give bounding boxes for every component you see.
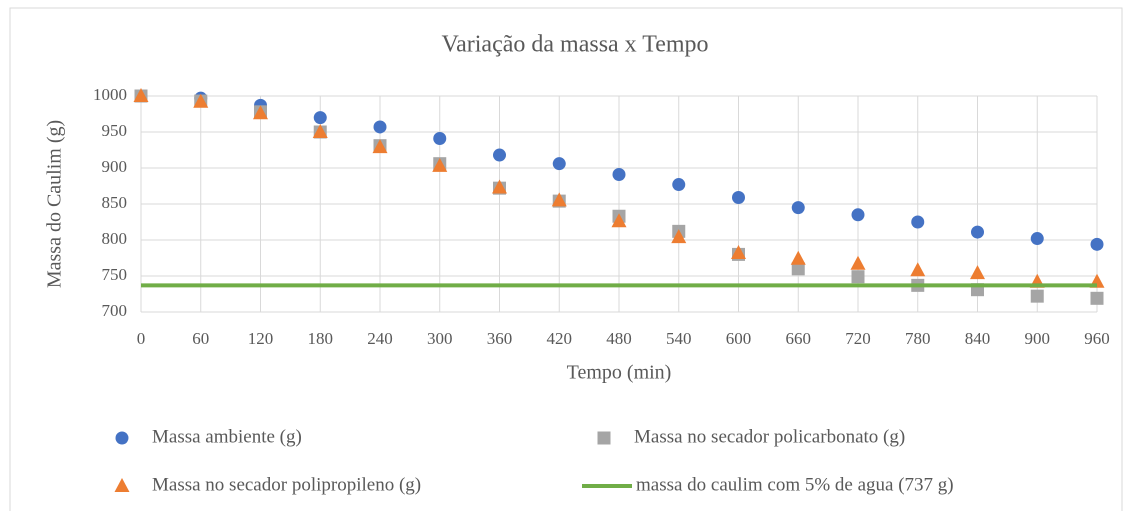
data-point	[1090, 237, 1104, 251]
x-axis-title: Tempo (min)	[567, 362, 672, 384]
data-point	[671, 229, 687, 244]
x-tick-label: 600	[726, 329, 752, 348]
data-point	[493, 148, 506, 162]
data-point	[612, 167, 626, 181]
data-point	[970, 265, 985, 280]
y-tick-label: 850	[102, 193, 128, 212]
data-point	[731, 244, 746, 259]
data-point	[791, 201, 805, 215]
x-tick-label: 60	[192, 329, 209, 348]
y-tick-label: 800	[102, 229, 128, 248]
legend-swatch	[115, 431, 129, 445]
legend-label: massa do caulim com 5% de agua (737 g)	[636, 474, 954, 495]
data-point	[910, 262, 926, 277]
data-point	[911, 215, 925, 229]
data-point	[433, 131, 447, 145]
x-tick-label: 240	[367, 329, 393, 348]
x-tick-label: 360	[487, 329, 513, 348]
x-tick-label: 900	[1025, 329, 1051, 348]
x-tick-label: 960	[1084, 329, 1110, 348]
data-point	[552, 157, 566, 171]
data-point	[791, 262, 805, 276]
x-tick-label: 0	[137, 329, 146, 348]
data-point	[492, 179, 507, 194]
data-point	[193, 93, 209, 108]
x-tick-label: 300	[427, 329, 453, 348]
x-tick-label: 480	[606, 329, 632, 348]
chart-title: Variação da massa x Tempo	[441, 32, 708, 58]
legend-label: Massa no secador policarbonato (g)	[634, 426, 905, 447]
x-tick-label: 660	[786, 329, 812, 348]
legend-label: Massa ambiente (g)	[152, 426, 302, 447]
x-tick-label: 720	[845, 329, 871, 348]
x-tick-label: 540	[666, 329, 692, 348]
data-point	[133, 88, 149, 102]
data-point	[1030, 289, 1044, 303]
data-point	[253, 105, 268, 120]
data-point	[372, 139, 388, 154]
y-tick-label: 1000	[93, 85, 127, 104]
legend-label: Massa no secador polipropileno (g)	[152, 474, 421, 495]
y-axis-title: Massa do Caulim (g)	[44, 120, 66, 288]
legend-swatch	[114, 478, 130, 492]
y-tick-label: 700	[102, 301, 128, 320]
data-point	[1090, 291, 1104, 305]
data-point	[971, 225, 984, 239]
data-point	[312, 124, 328, 138]
data-point	[611, 213, 627, 228]
x-tick-label: 780	[905, 329, 931, 348]
legend-swatch	[597, 431, 611, 445]
x-tick-label: 420	[547, 329, 573, 348]
data-point	[851, 208, 865, 222]
data-point	[1030, 232, 1044, 246]
data-point	[851, 270, 865, 284]
data-point	[790, 250, 806, 265]
x-tick-label: 120	[248, 329, 274, 348]
y-tick-label: 750	[102, 265, 128, 284]
x-tick-label: 180	[308, 329, 334, 348]
data-point	[432, 157, 448, 172]
y-tick-label: 900	[102, 157, 128, 176]
data-point	[551, 192, 567, 207]
chart-frame	[9, 7, 1123, 511]
x-tick-label: 840	[965, 329, 991, 348]
data-point	[850, 255, 866, 270]
data-point	[373, 120, 387, 134]
data-point	[313, 111, 327, 125]
data-point	[672, 178, 686, 192]
data-point	[732, 191, 745, 205]
y-tick-label: 950	[102, 121, 128, 140]
